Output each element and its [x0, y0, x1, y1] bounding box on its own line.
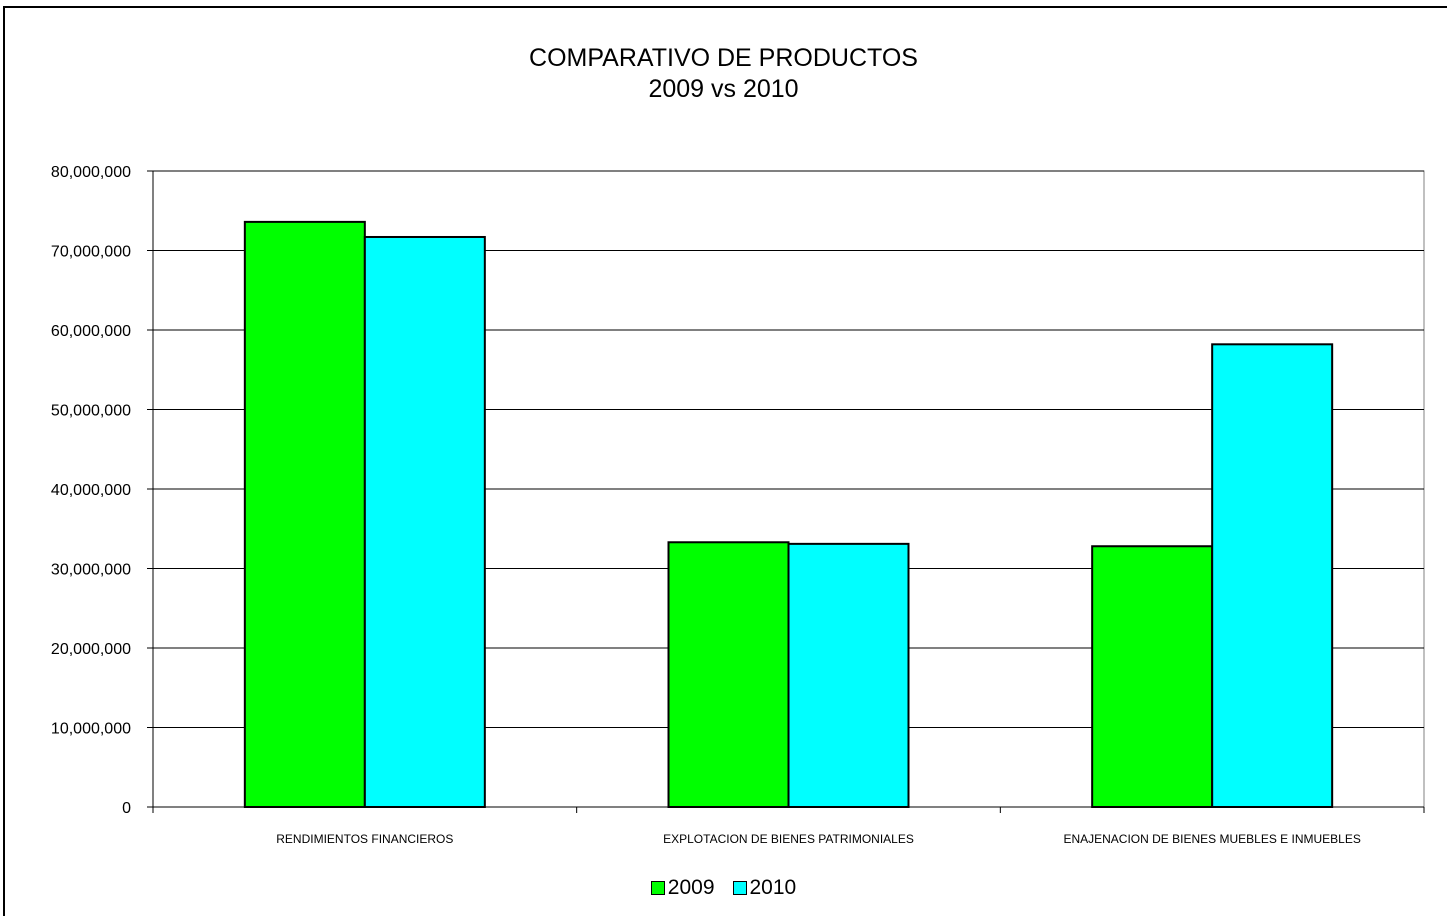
chart-subtitle: 2009 vs 2010	[648, 75, 799, 103]
chart-title: COMPARATIVO DE PRODUCTOS	[529, 44, 918, 72]
y-tick-label: 40,000,000	[51, 482, 131, 499]
bar-2009-1	[243, 220, 366, 808]
y-tick-label: 70,000,000	[51, 244, 131, 261]
chart-frame	[3, 6, 1447, 916]
chart-legend: 2009 2010	[0, 876, 1447, 900]
legend-item-2009: 2009	[650, 876, 715, 900]
x-category-label: ENAJENACION DE BIENES MUEBLES E INMUEBLE…	[1063, 832, 1360, 846]
legend-label: 2010	[749, 876, 797, 899]
legend-label: 2009	[667, 876, 715, 899]
bar-2010-1	[363, 235, 486, 809]
y-tick-label: 50,000,000	[51, 403, 131, 420]
y-tick-label: 60,000,000	[51, 323, 131, 340]
y-tick-label: 0	[122, 800, 131, 817]
y-tick-label: 80,000,000	[51, 164, 131, 181]
bar-2009-3	[1091, 545, 1214, 808]
legend-swatch	[650, 881, 665, 895]
legend-item-2010: 2010	[732, 876, 797, 900]
bar-2010-2	[787, 542, 910, 808]
legend-swatch	[732, 881, 747, 895]
y-tick-label: 20,000,000	[51, 641, 131, 658]
y-tick-label: 10,000,000	[51, 721, 131, 738]
bar-2009-2	[667, 541, 790, 808]
x-category-label: EXPLOTACION DE BIENES PATRIMONIALES	[663, 832, 914, 846]
y-tick-label: 30,000,000	[51, 562, 131, 579]
x-category-label: RENDIMIENTOS FINANCIEROS	[276, 832, 453, 846]
bar-2010-3	[1211, 343, 1334, 808]
